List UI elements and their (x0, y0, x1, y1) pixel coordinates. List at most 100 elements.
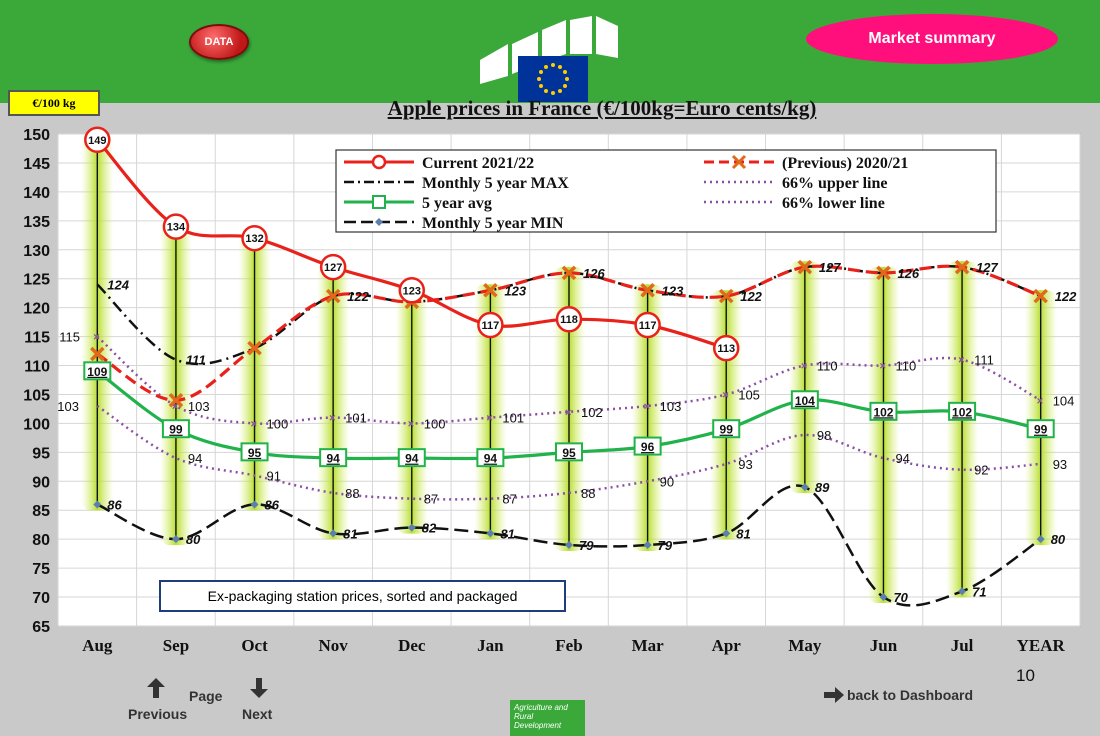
upper-data-label: 111 (974, 353, 994, 368)
x-tick-label: Feb (555, 636, 582, 655)
avg-data-label: 102 (952, 405, 972, 419)
min-data-label: 82 (422, 521, 437, 536)
x-tick-label: Mar (632, 636, 665, 655)
previous-data-label: 126 (583, 266, 605, 281)
previous-point (168, 393, 184, 408)
back-to-dashboard-link[interactable]: back to Dashboard (824, 686, 994, 708)
current-point (398, 277, 426, 304)
back-label: back to Dashboard (847, 687, 974, 703)
y-tick-label: 120 (23, 301, 50, 318)
unit-badge: €/100 kg (8, 90, 100, 116)
upper-point: × (801, 361, 807, 373)
upper-point: × (251, 418, 257, 430)
upper-data-label: 101 (502, 411, 524, 426)
data-button[interactable]: DATA (189, 24, 249, 60)
upper-data-label: 115 (59, 330, 80, 345)
current-data-label: 134 (167, 222, 186, 234)
arrow-up-icon (147, 678, 165, 698)
avg-point (948, 401, 977, 421)
lower-data-label: 88 (345, 486, 359, 501)
eu-commission-logo (480, 16, 618, 102)
y-tick-label: 75 (32, 561, 50, 578)
min-point (1036, 535, 1045, 544)
previous-data-label: 123 (504, 283, 526, 298)
max-data-label: 124 (107, 277, 129, 292)
min-data-label: 70 (893, 590, 908, 605)
legend-label-lower: 66% lower line (782, 195, 885, 212)
y-tick-label: 95 (32, 445, 50, 462)
legend-marker-current (371, 154, 387, 170)
previous-point (247, 340, 262, 356)
x-tick-label: Nov (319, 636, 349, 655)
current-point (241, 224, 268, 252)
upper-point: × (958, 355, 964, 367)
avg-data-label: 99 (169, 423, 183, 437)
market-summary-button[interactable]: Market summary (806, 14, 1058, 64)
previous-button[interactable]: Previous (126, 678, 190, 726)
current-data-label: 132 (245, 233, 263, 245)
avg-data-label: 95 (562, 446, 576, 460)
avg-point (1026, 419, 1055, 439)
x-tick-label: YEAR (1017, 636, 1066, 655)
avg-point (712, 419, 741, 439)
y-tick-label: 125 (23, 272, 50, 289)
previous-data-label: 126 (897, 266, 919, 281)
avg-data-label: 95 (248, 446, 262, 460)
upper-point: × (329, 413, 335, 425)
min-point (329, 529, 338, 538)
upper-data-label: 103 (660, 399, 682, 414)
min-data-label: 81 (500, 526, 514, 541)
avg-point (319, 448, 348, 468)
avg-point (161, 419, 190, 439)
legend-marker-previous (731, 154, 747, 170)
upper-point: × (93, 332, 99, 344)
upper-data-label: 103 (188, 399, 210, 414)
upper-point: × (408, 418, 414, 430)
upper-point: × (172, 401, 178, 413)
lower-data-label: 87 (424, 492, 438, 507)
current-data-label: 118 (560, 314, 578, 326)
x-tick-label: Dec (398, 636, 426, 655)
current-point (712, 334, 740, 362)
lower-data-label: 92 (974, 463, 988, 478)
current-point (555, 305, 583, 333)
current-data-label: 127 (324, 262, 342, 274)
previous-data-label: 127 (976, 260, 998, 275)
next-button[interactable]: Next (238, 678, 282, 726)
x-tick-label: May (788, 636, 822, 655)
lower-data-label: 94 (895, 451, 909, 466)
y-tick-label: 145 (23, 156, 50, 173)
x-tick-label: Oct (241, 636, 268, 655)
arrow-down-icon (250, 678, 268, 698)
avg-data-label: 94 (484, 452, 498, 466)
current-data-label: 149 (88, 135, 106, 147)
y-tick-label: 65 (32, 619, 50, 636)
legend-label-previous: (Previous) 2020/21 (782, 155, 908, 172)
lower-data-label: 87 (502, 492, 516, 507)
chart-title: Apple prices in France (€/100kg=Euro cen… (387, 96, 817, 120)
current-point (477, 311, 504, 339)
previous-data-label: 122 (1055, 289, 1077, 304)
previous-point (561, 265, 577, 281)
current-point (84, 126, 111, 154)
min-data-label: 86 (265, 497, 280, 512)
y-tick-label: 130 (23, 243, 50, 260)
upper-point: × (1037, 395, 1043, 407)
chart-annotation: Ex-packaging station prices, sorted and … (159, 580, 566, 612)
avg-point (476, 448, 505, 468)
previous-data-label: 122 (347, 289, 369, 304)
avg-point (555, 442, 583, 462)
min-point (93, 500, 102, 509)
y-tick-label: 80 (32, 532, 50, 549)
series-line-66-lower (96, 405, 1041, 501)
upper-point: × (722, 389, 728, 401)
previous-point (718, 288, 734, 304)
y-tick-label: 115 (24, 330, 50, 347)
previous-point (90, 346, 105, 362)
y-tick-label: 85 (32, 503, 50, 520)
previous-point (325, 288, 341, 304)
avg-point (633, 436, 662, 456)
avg-point (869, 401, 898, 421)
legend (335, 149, 997, 233)
min-point (800, 483, 809, 492)
